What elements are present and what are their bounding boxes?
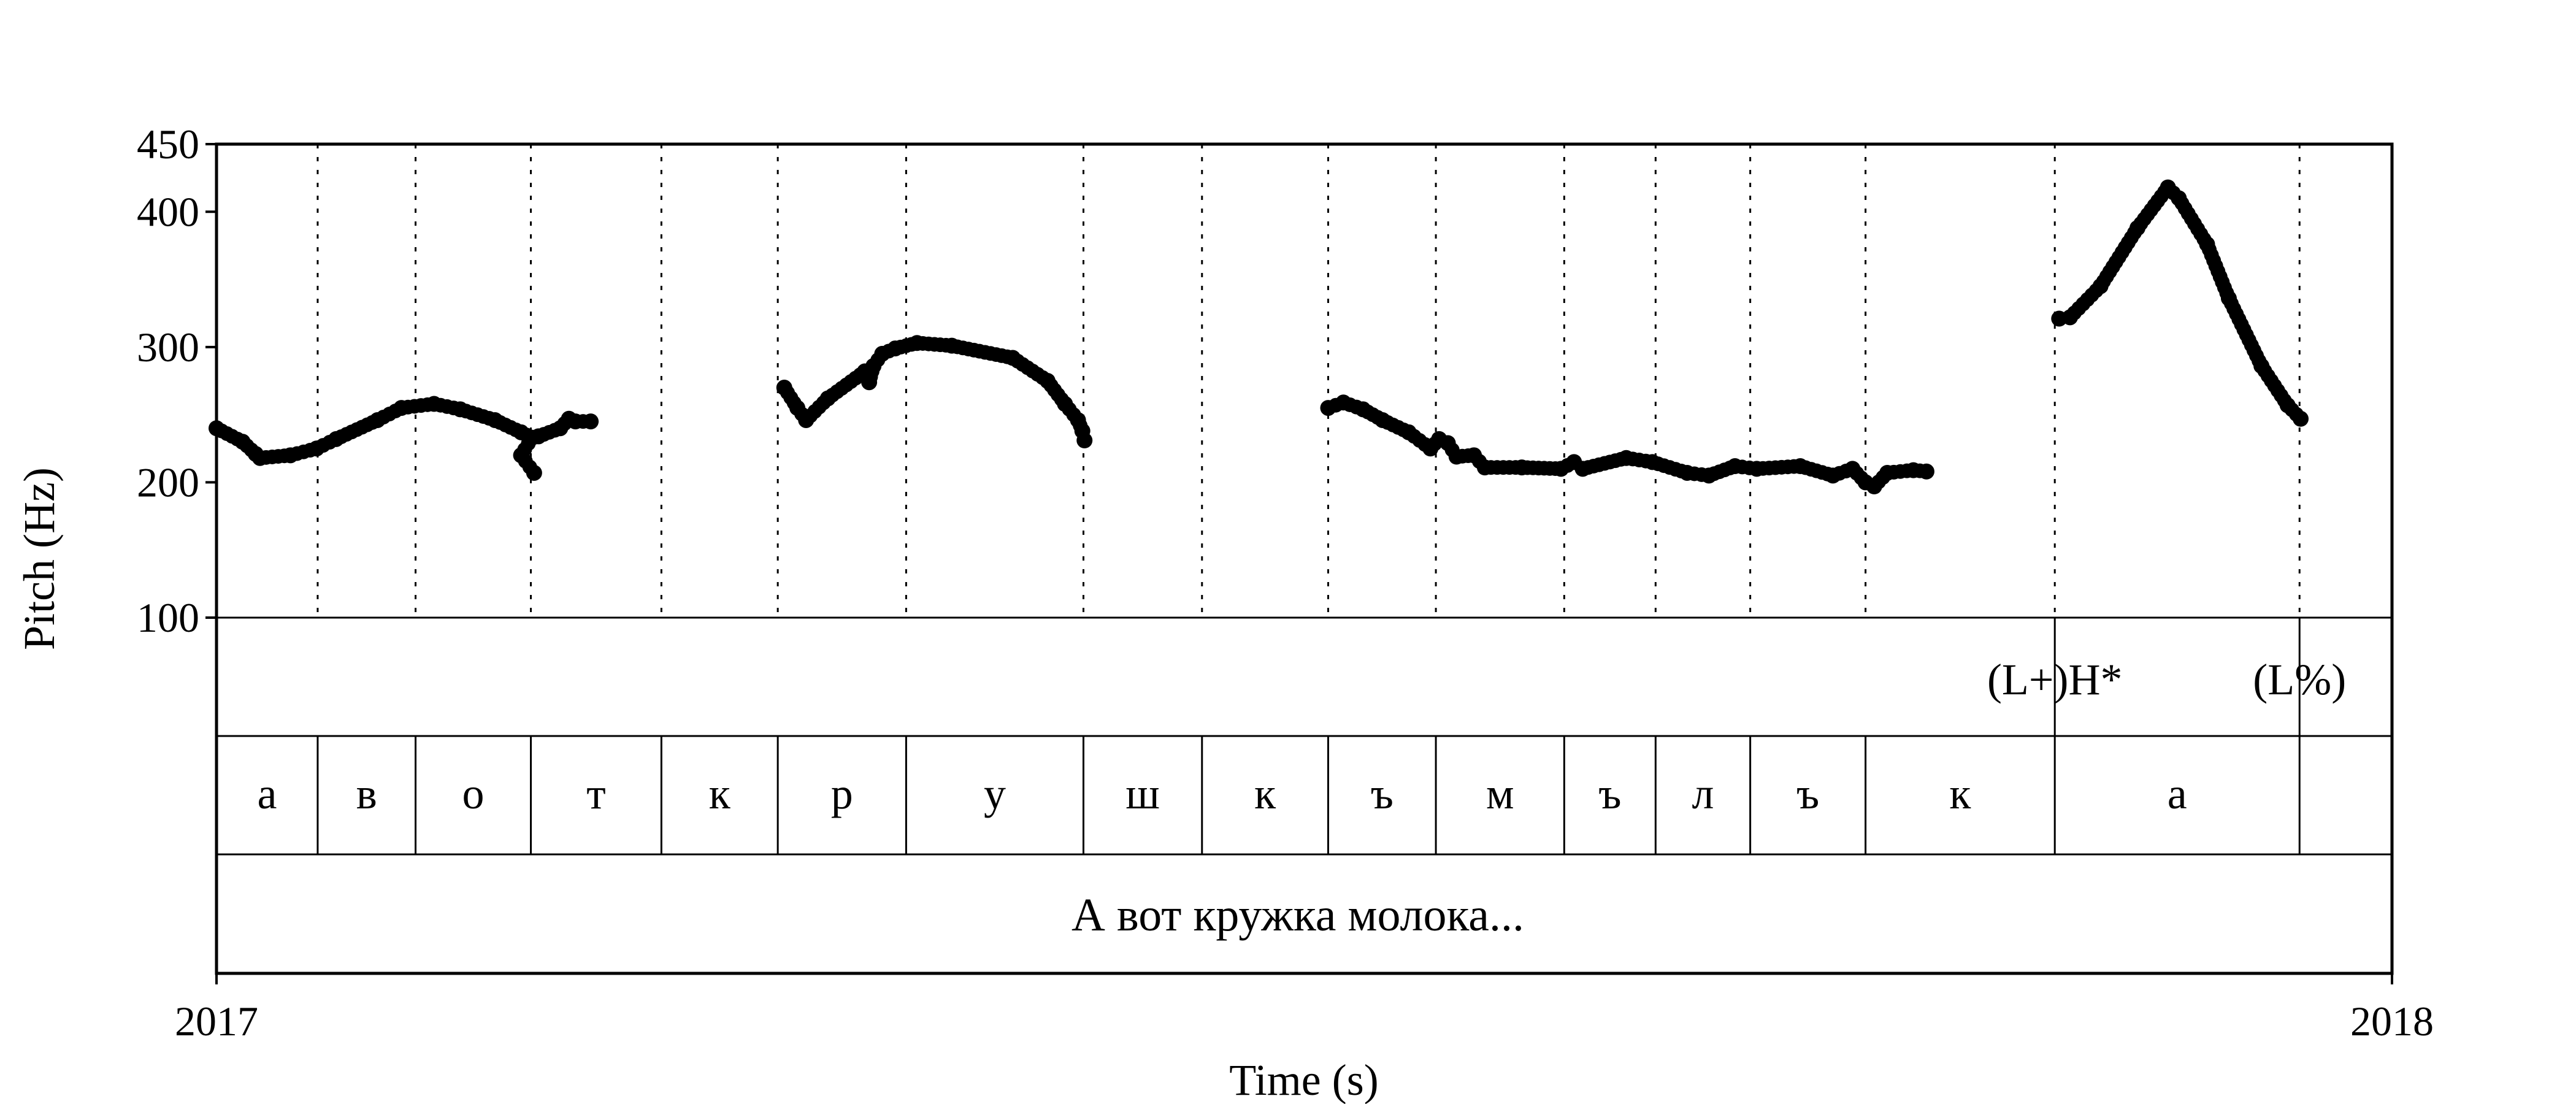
tone-label: (L+)H*: [1987, 655, 2123, 704]
segment-label: к: [1949, 769, 1971, 818]
segment-label: у: [984, 769, 1006, 818]
segment-label: к: [709, 769, 731, 818]
pitch-point: [1076, 432, 1093, 449]
pitch-point: [2293, 410, 2309, 427]
interval-boundaries: [316, 144, 2301, 854]
segment-label: л: [1692, 769, 1714, 818]
pitch-points: [209, 179, 2309, 495]
segment-label: р: [831, 769, 853, 818]
pitch-point: [583, 413, 599, 430]
tone-tier: (L+)H* (L%): [1987, 655, 2346, 704]
x-tick-label-end: 2018: [2350, 998, 2434, 1045]
tone-label: (L%): [2253, 655, 2346, 704]
segment-label: ъ: [1598, 769, 1621, 818]
segment-label: т: [586, 769, 605, 818]
y-tick-label: 400: [137, 188, 199, 235]
segment-label: ъ: [1796, 769, 1819, 818]
segment-label: ъ: [1371, 769, 1393, 818]
segment-label: м: [1486, 769, 1514, 818]
segment-label: к: [1254, 769, 1276, 818]
segment-label: о: [462, 769, 485, 818]
segment-label: ш: [1125, 769, 1159, 818]
segment-label: в: [356, 769, 377, 818]
x-tick-label-start: 2017: [175, 998, 258, 1045]
y-tick-label: 100: [137, 594, 199, 641]
pitch-point: [1918, 463, 1934, 480]
y-tick-label: 300: [137, 324, 199, 370]
x-axis-title: Time (s): [1229, 1056, 1378, 1104]
y-tick-label: 200: [137, 459, 199, 505]
plot-frame: [215, 142, 2394, 975]
phrase-label: А вот кружка молока...: [1071, 889, 1524, 941]
segment-label: а: [257, 769, 277, 818]
y-axis: 100 200 300 400 450: [137, 121, 217, 641]
pitch-point: [526, 464, 542, 481]
y-tick-label: 450: [137, 121, 199, 167]
y-axis-title: Pitch (Hz): [15, 467, 64, 650]
segment-label: а: [2168, 769, 2187, 818]
